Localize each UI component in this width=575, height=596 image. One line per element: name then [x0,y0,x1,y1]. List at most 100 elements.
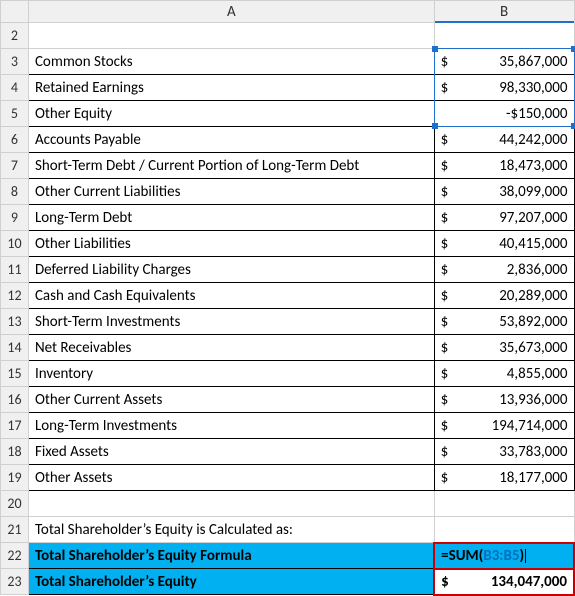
cell-B17[interactable]: $194,714,000 [434,413,574,439]
cell-B11[interactable]: $2,836,000 [434,257,574,283]
line-item-label: Other Current Assets [29,387,434,412]
cell-B23-total[interactable]: $ 134,047,000 [434,569,574,595]
row-4: 4Retained Earnings$98,330,000 [1,75,575,101]
row-23: 23 Total Shareholder’s Equity $ 134,047,… [1,569,575,595]
line-item-label: Other Assets [29,465,434,490]
line-item-label: Net Receivables [29,335,434,360]
cell-B13[interactable]: $53,892,000 [434,309,574,335]
cell-A10[interactable]: Other Liabilities [28,231,434,257]
spreadsheet-grid[interactable]: A B 23Common Stocks$35,867,0004Retained … [0,0,575,596]
row-19: 19Other Assets$18,177,000 [1,465,575,491]
cell-A9[interactable]: Long-Term Debt [28,205,434,231]
line-item-value: $2,836,000 [435,257,574,282]
cell-A5[interactable]: Other Equity [28,101,434,127]
cell-B7[interactable]: $18,473,000 [434,153,574,179]
cell-A3[interactable]: Common Stocks [28,49,434,75]
cell-A16[interactable]: Other Current Assets [28,387,434,413]
row-header[interactable]: 10 [1,231,29,257]
cell-A18[interactable]: Fixed Assets [28,439,434,465]
cell-B21[interactable] [434,517,574,543]
cell-A6[interactable]: Accounts Payable [28,127,434,153]
line-item-label: Deferred Liability Charges [29,257,434,282]
row-17: 17Long-Term Investments$194,714,000 [1,413,575,439]
cell-B9[interactable]: $97,207,000 [434,205,574,231]
row-21: 21 Total Shareholder’s Equity is Calcula… [1,517,575,543]
row-header[interactable]: 20 [1,491,29,517]
cell-A21[interactable]: Total Shareholder’s Equity is Calculated… [28,517,434,543]
row-header[interactable]: 14 [1,335,29,361]
cell-B16[interactable]: $13,936,000 [434,387,574,413]
cell-B15[interactable]: $4,855,000 [434,361,574,387]
row-header[interactable]: 11 [1,257,29,283]
cell-B2[interactable] [434,23,574,49]
cell-A23[interactable]: Total Shareholder’s Equity [28,569,434,595]
cell-A11[interactable]: Deferred Liability Charges [28,257,434,283]
line-item-label: Cash and Cash Equivalents [29,283,434,308]
line-item-value: $97,207,000 [435,205,574,230]
row-header[interactable]: 12 [1,283,29,309]
cell-B12[interactable]: $20,289,000 [434,283,574,309]
cell-B22-formula[interactable]: =SUM(B3:B5) [434,543,574,569]
cell-A2[interactable] [28,23,434,49]
line-item-value: $98,330,000 [435,75,574,100]
cell-A12[interactable]: Cash and Cash Equivalents [28,283,434,309]
cell-B19[interactable]: $18,177,000 [434,465,574,491]
corner-cell[interactable] [1,1,29,23]
row-header[interactable]: 21 [1,517,29,543]
cell-A19[interactable]: Other Assets [28,465,434,491]
cell-A13[interactable]: Short-Term Investments [28,309,434,335]
row-11: 11Deferred Liability Charges$2,836,000 [1,257,575,283]
row-header[interactable]: 19 [1,465,29,491]
line-item-value: $20,289,000 [435,283,574,308]
row-header[interactable]: 2 [1,23,29,49]
row-header[interactable]: 6 [1,127,29,153]
line-item-value: $4,855,000 [435,361,574,386]
row-header[interactable]: 7 [1,153,29,179]
cell-B8[interactable]: $38,099,000 [434,179,574,205]
row-20: 20 [1,491,575,517]
row-header[interactable]: 13 [1,309,29,335]
row-header[interactable]: 22 [1,543,29,569]
line-item-value: $35,673,000 [435,335,574,360]
row-header[interactable]: 17 [1,413,29,439]
cell-A20[interactable] [28,491,434,517]
row-header[interactable]: 15 [1,361,29,387]
line-item-value: $53,892,000 [435,309,574,334]
row-header[interactable]: 8 [1,179,29,205]
cell-A15[interactable]: Inventory [28,361,434,387]
total-value: $ 134,047,000 [435,570,573,594]
row-header[interactable]: 9 [1,205,29,231]
row-header[interactable]: 4 [1,75,29,101]
cell-A7[interactable]: Short-Term Debt / Current Portion of Lon… [28,153,434,179]
cell-A22[interactable]: Total Shareholder’s Equity Formula [28,543,434,569]
cell-A17[interactable]: Long-Term Investments [28,413,434,439]
row-header[interactable]: 16 [1,387,29,413]
line-item-label: Short-Term Debt / Current Portion of Lon… [29,153,434,178]
cell-B18[interactable]: $33,783,000 [434,439,574,465]
cell-B20[interactable] [434,491,574,517]
row-3: 3Common Stocks$35,867,000 [1,49,575,75]
row-7: 7Short-Term Debt / Current Portion of Lo… [1,153,575,179]
line-item-label: Other Liabilities [29,231,434,256]
cell-B3[interactable]: $35,867,000 [434,49,574,75]
cell-B14[interactable]: $35,673,000 [434,335,574,361]
col-header-A[interactable]: A [28,1,434,23]
row-header[interactable]: 3 [1,49,29,75]
row-8: 8Other Current Liabilities$38,099,000 [1,179,575,205]
column-header-row: A B [1,1,575,23]
cell-A14[interactable]: Net Receivables [28,335,434,361]
cell-B10[interactable]: $40,415,000 [434,231,574,257]
row-header[interactable]: 5 [1,101,29,127]
col-header-B[interactable]: B [434,1,574,23]
cell-B5[interactable]: -$150,000 [434,101,574,127]
row-16: 16Other Current Assets$13,936,000 [1,387,575,413]
line-item-value: $18,177,000 [435,465,574,490]
formula-label: Total Shareholder’s Equity Formula [29,543,433,568]
row-15: 15Inventory$4,855,000 [1,361,575,387]
cell-B4[interactable]: $98,330,000 [434,75,574,101]
row-header[interactable]: 23 [1,569,29,595]
cell-A4[interactable]: Retained Earnings [28,75,434,101]
cell-A8[interactable]: Other Current Liabilities [28,179,434,205]
cell-B6[interactable]: $44,242,000 [434,127,574,153]
row-header[interactable]: 18 [1,439,29,465]
